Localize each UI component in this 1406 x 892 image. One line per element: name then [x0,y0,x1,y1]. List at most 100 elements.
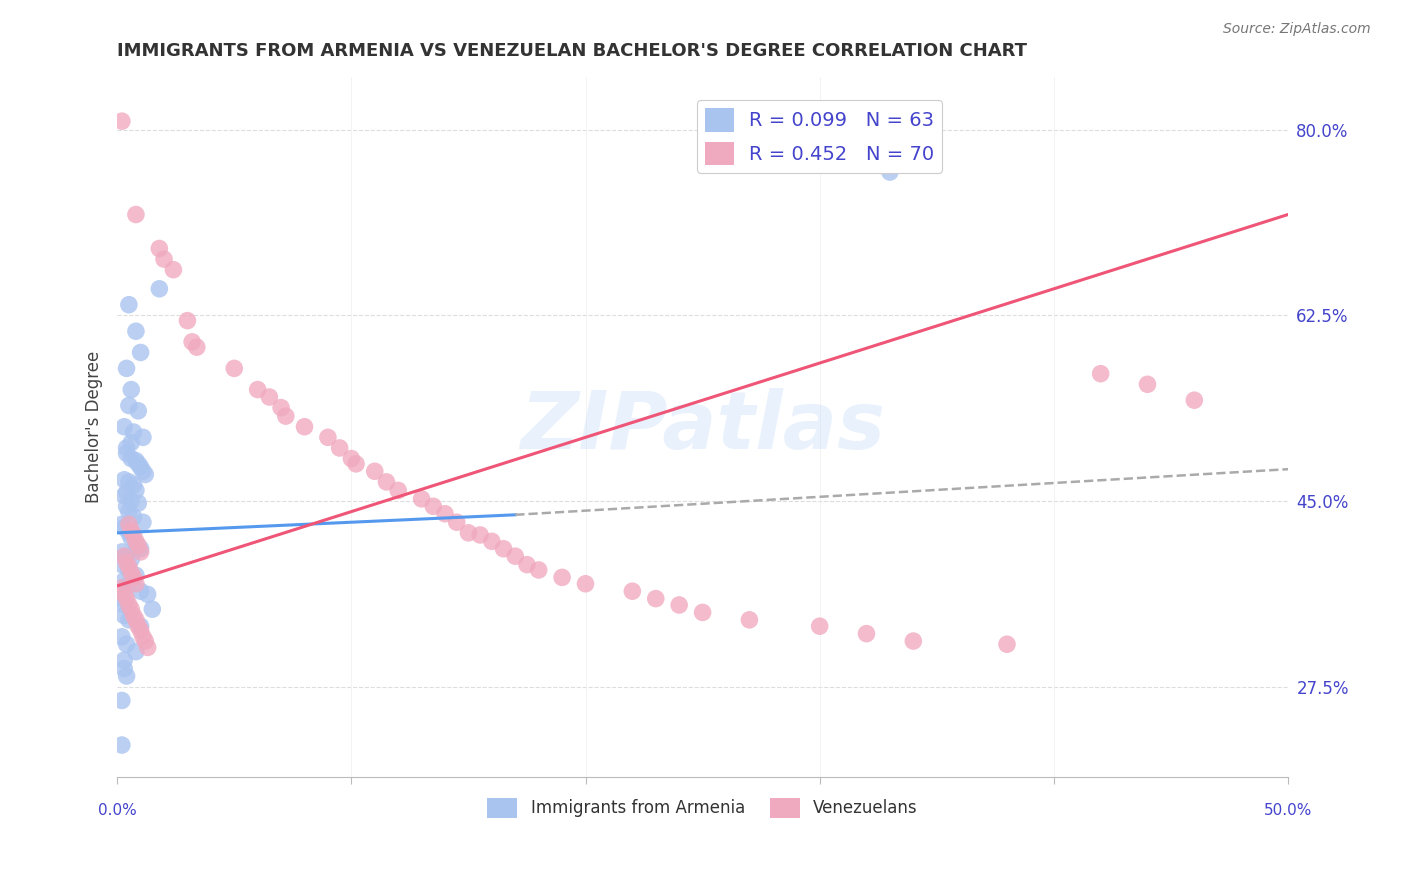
Point [903,634,925,648]
Point [481,534,503,549]
Point [120,602,142,616]
Point [127,457,149,471]
Point [125,483,148,498]
Point [122,528,145,542]
Point [111,545,134,559]
Point [224,361,246,376]
Point [112,489,135,503]
Point [129,624,152,638]
Point [120,435,142,450]
Point [181,334,204,349]
Point [122,510,145,524]
Point [129,545,152,559]
Point [621,584,644,599]
Point [118,517,141,532]
Point [294,419,316,434]
Point [120,494,142,508]
Point [118,298,141,312]
Point [112,587,135,601]
Point [112,419,135,434]
Point [125,207,148,221]
Point [340,451,363,466]
Point [148,242,170,256]
Point [125,534,148,549]
Point [112,574,135,588]
Point [125,453,148,467]
Point [118,505,141,519]
Y-axis label: Bachelor's Degree: Bachelor's Degree [86,351,103,503]
Point [127,404,149,418]
Point [112,598,135,612]
Point [132,464,155,478]
Point [855,626,877,640]
Point [111,738,134,752]
Point [246,383,269,397]
Point [118,399,141,413]
Point [122,478,145,492]
Point [1136,377,1159,392]
Point [692,606,714,620]
Point [125,576,148,591]
Text: ZIPatlas: ZIPatlas [520,388,886,466]
Point [118,563,141,577]
Point [111,630,134,644]
Point [134,634,156,648]
Point [115,441,138,455]
Point [120,531,142,545]
Point [120,524,142,538]
Point [112,549,135,564]
Point [422,500,444,514]
Point [186,340,208,354]
Point [644,591,666,606]
Point [111,558,134,572]
Point [112,653,135,667]
Point [129,541,152,556]
Point [111,517,134,532]
Point [434,507,457,521]
Point [118,598,141,612]
Point [125,613,148,627]
Point [344,457,367,471]
Point [112,520,135,534]
Point [274,409,297,424]
Point [122,425,145,439]
Point [738,613,761,627]
Point [112,662,135,676]
Point [115,669,138,683]
Point [136,587,159,601]
Point [115,500,138,514]
Point [1090,367,1112,381]
Point [127,619,149,633]
Text: Source: ZipAtlas.com: Source: ZipAtlas.com [1223,22,1371,37]
Point [111,591,134,606]
Point [162,262,184,277]
Point [115,637,138,651]
Point [112,608,135,623]
Point [516,558,538,572]
Point [468,528,491,542]
Point [375,475,398,489]
Point [115,485,138,500]
Point [127,539,149,553]
Point [111,114,134,128]
Text: IMMIGRANTS FROM ARMENIA VS VENEZUELAN BACHELOR'S DEGREE CORRELATION CHART: IMMIGRANTS FROM ARMENIA VS VENEZUELAN BA… [117,42,1028,60]
Point [995,637,1018,651]
Point [112,473,135,487]
Point [115,549,138,564]
Point [136,640,159,655]
Point [259,390,281,404]
Point [364,464,387,478]
Point [492,541,515,556]
Point [132,630,155,644]
Point [129,619,152,633]
Point [115,446,138,460]
Point [115,361,138,376]
Point [111,581,134,595]
Point [118,559,141,574]
Point [387,483,409,498]
Point [132,430,155,444]
Point [125,324,148,338]
Point [125,568,148,582]
Text: 50.0%: 50.0% [1264,804,1312,818]
Point [879,165,901,179]
